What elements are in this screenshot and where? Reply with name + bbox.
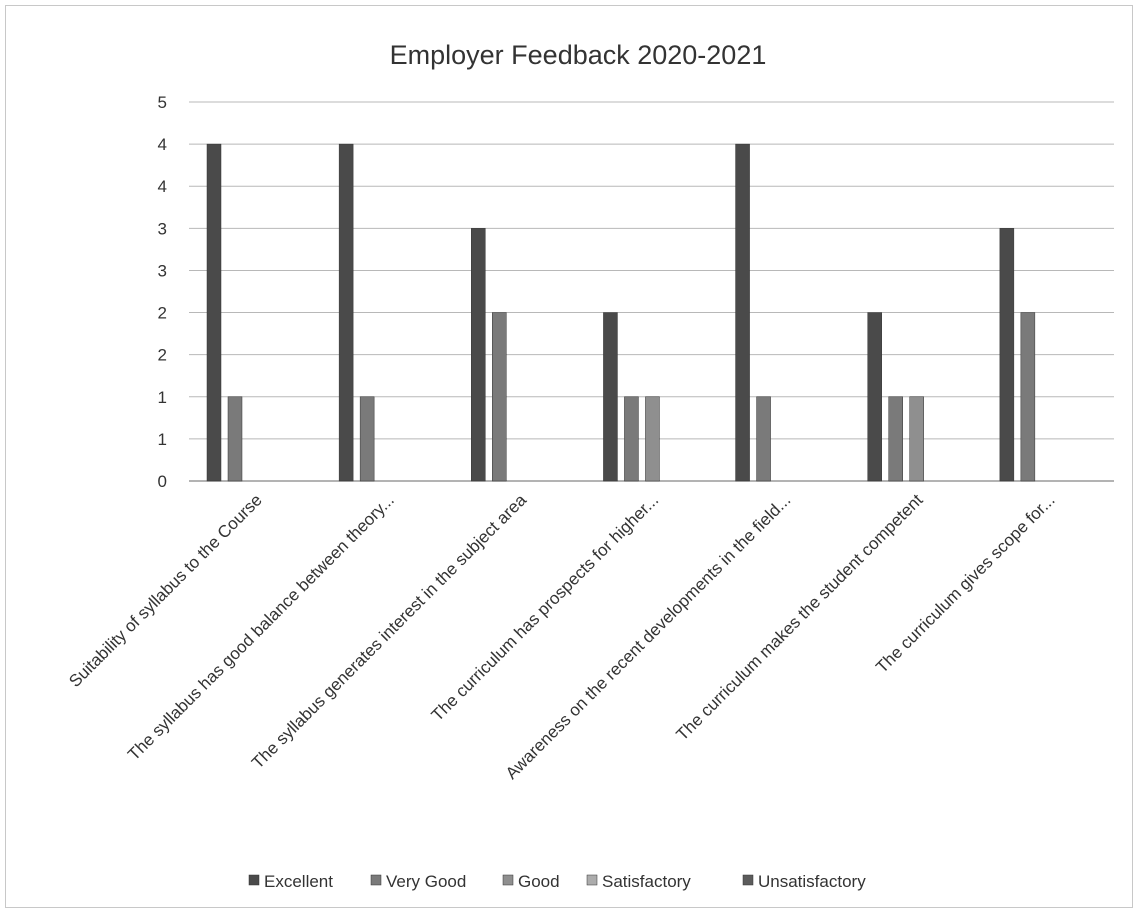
bar-excellent	[867, 312, 882, 482]
bar-chart: Employer Feedback 2020-2021 0 1 1 2 2 3 3 4 4 5 S…	[65, 40, 1114, 891]
y-tick-label: 1	[158, 388, 167, 407]
bar-excellent	[206, 143, 222, 482]
bar-very-good	[888, 396, 903, 482]
bar-good	[909, 396, 924, 482]
legend-label: Satisfactory	[602, 872, 691, 891]
bar-very-good	[227, 396, 243, 482]
y-tick-label: 2	[158, 346, 167, 365]
bars	[206, 143, 1036, 482]
legend-item: Unsatisfactory	[742, 872, 866, 891]
x-category-label: The curriculum has prospects for higher.…	[428, 490, 663, 725]
x-category-label: Awareness on the recent developments in …	[502, 490, 795, 783]
x-category-label: The syllabus has good balance between th…	[124, 490, 398, 764]
legend-item: Good	[502, 872, 560, 891]
legend-swatch	[248, 874, 260, 886]
bar-very-good	[624, 396, 639, 482]
y-tick-label: 3	[158, 219, 167, 238]
legend-swatch	[742, 874, 754, 886]
legend-item: Very Good	[370, 872, 466, 891]
legend-swatch	[586, 874, 598, 886]
y-tick-label: 3	[158, 261, 167, 280]
bar-good	[645, 396, 660, 482]
chart-title: Employer Feedback 2020-2021	[390, 40, 767, 70]
bar-excellent	[471, 228, 486, 482]
y-tick-label: 2	[158, 304, 167, 323]
y-tick-label: 4	[158, 135, 167, 154]
y-tick-label: 0	[158, 472, 167, 491]
bar-excellent	[999, 228, 1015, 482]
x-axis-labels: Suitability of syllabus to the CourseThe…	[65, 490, 1058, 783]
legend-label: Very Good	[386, 872, 466, 891]
legend-label: Unsatisfactory	[758, 872, 866, 891]
legend-swatch	[502, 874, 514, 886]
legend: Excellent Very Good Good Satisfactory Unsati…	[248, 872, 866, 891]
legend-swatch	[370, 874, 382, 886]
bar-very-good	[359, 396, 375, 482]
y-tick-label: 1	[158, 430, 167, 449]
bar-excellent	[338, 143, 354, 482]
chart-frame: Employer Feedback 2020-2021 0 1 1 2 2 3 3 4 4 5 S…	[5, 5, 1133, 908]
y-tick-label: 5	[158, 93, 167, 112]
legend-item: Satisfactory	[586, 872, 691, 891]
x-category-label: The syllabus generates interest in the s…	[248, 490, 530, 772]
y-axis-ticks: 0 1 1 2 2 3 3 4 4 5	[158, 93, 167, 491]
bar-very-good	[756, 396, 771, 482]
bar-very-good	[492, 312, 507, 482]
bar-excellent	[603, 312, 618, 482]
bar-excellent	[735, 143, 750, 482]
bar-very-good	[1020, 312, 1036, 482]
legend-item: Excellent	[248, 872, 333, 891]
x-category-label: The curriculum makes the student compete…	[673, 490, 927, 744]
y-tick-label: 4	[158, 177, 167, 196]
legend-label: Excellent	[264, 872, 333, 891]
legend-label: Good	[518, 872, 560, 891]
